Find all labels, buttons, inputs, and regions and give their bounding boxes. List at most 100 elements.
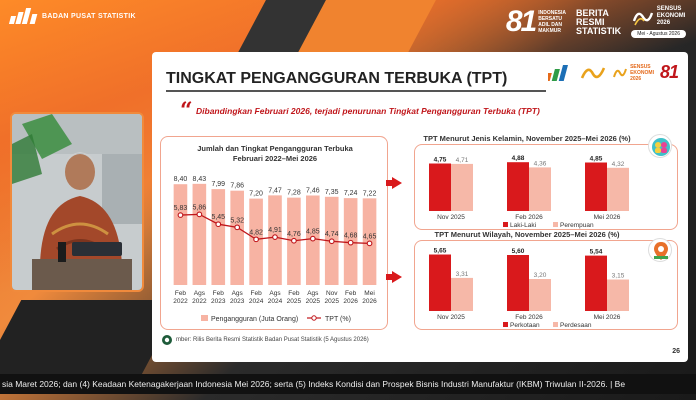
x-tick-label: Feb [213, 290, 225, 297]
slide-logos: SENSUS EKONOMI 2026 81 [548, 62, 679, 83]
logo-81-icon: 81 [659, 62, 679, 82]
x-tick-label: Nov 2025 [437, 314, 465, 321]
bar-value-label: 4,85 [590, 156, 603, 163]
x-tick-label: Mei 2026 [594, 214, 621, 221]
chart-title: TPT Menurut Jenis Kelamin, November 2025… [423, 134, 631, 143]
legend-swatch [553, 322, 558, 327]
arrow-shaft [386, 180, 394, 186]
swirl-logo-icon [580, 66, 606, 79]
bar-value-label: 7,22 [363, 190, 377, 197]
tpt-value-label: 4,74 [325, 231, 339, 238]
bps-mark-icon [8, 8, 38, 24]
bar [529, 167, 551, 211]
bar-value-label: 7,24 [344, 190, 358, 197]
tpt-point [272, 234, 278, 241]
bar-value-label: 8,43 [193, 176, 207, 183]
bar-value-label: 5,54 [590, 249, 603, 256]
tpt-value-label: 4,91 [268, 227, 282, 234]
region-chart-panel: TPT Menurut Wilayah, November 2025–Mei 2… [414, 230, 678, 330]
x-tick-label: 2026 [362, 298, 377, 305]
x-tick-label: Feb [345, 290, 357, 297]
tpt-point [177, 212, 184, 218]
tpt-value-label: 4,68 [344, 233, 358, 240]
legend-swatch [553, 222, 558, 227]
bps-logo-icon [548, 64, 569, 81]
tpt-value-label: 4,76 [287, 231, 301, 238]
bar [607, 279, 629, 311]
source-logo-icon [162, 335, 172, 345]
bar-value-label: 7,28 [287, 190, 301, 197]
presentation-slide: TINGKAT PENGANGGURAN TERBUKA (TPT) SENSU… [152, 52, 688, 362]
bar-value-label: 7,46 [306, 187, 320, 194]
bar [451, 277, 473, 311]
x-tick-label: 2024 [268, 298, 283, 305]
tpt-point [253, 236, 259, 243]
x-tick-label: 2026 [343, 298, 358, 305]
page-number: 26 [672, 348, 680, 355]
bar-value-label: 3,15 [612, 273, 625, 280]
x-tick-label: Ags [307, 290, 319, 297]
x-tick-label: Ags [194, 290, 206, 297]
arrow-right-icon [392, 177, 402, 189]
main-chart-subtitle: Februari 2022–Mei 2026 [233, 154, 317, 163]
tpt-point [215, 221, 222, 228]
main-chart: Jumlah dan Tingkat Pengangguran Terbuka … [173, 144, 377, 323]
bar-value-label: 5,65 [434, 248, 447, 255]
tpt-value-label: 5,86 [193, 204, 207, 211]
bar [585, 162, 607, 211]
bar-value-label: 7,20 [249, 191, 263, 198]
bar-value-label: 3,20 [534, 272, 547, 279]
bar [585, 255, 607, 311]
x-tick-label: 2023 [211, 298, 226, 305]
bar [211, 189, 226, 285]
news-ticker: sia Maret 2026; dan (4) Keadaan Ketenaga… [0, 374, 696, 394]
legend-label: Perkotaan [510, 322, 540, 329]
header-logos: 81 INDONESIA BERSATU ADIL DAN MAKMUR BER… [506, 6, 686, 38]
x-tick-label: Feb 2026 [515, 314, 543, 321]
arrow-right-icon [392, 271, 402, 283]
legend-label: Laki-Laki [510, 222, 536, 229]
sensus-swirl-icon [632, 12, 653, 25]
se-swirl-icon [613, 68, 628, 77]
x-tick-label: Mei [364, 290, 374, 297]
x-tick-label: 2022 [173, 298, 188, 305]
logo-81: 81 INDONESIA BERSATU ADIL DAN MAKMUR [505, 5, 567, 38]
x-tick-label: Ags [232, 290, 244, 297]
main-chart-panel: Jumlah dan Tingkat Pengangguran Terbuka … [160, 136, 388, 330]
tpt-point [234, 224, 241, 231]
title-underline [166, 90, 546, 92]
tpt-point [328, 238, 335, 245]
bps-logo: BADAN PUSAT STATISTIK [8, 8, 136, 24]
x-tick-label: Feb [250, 290, 262, 297]
bar-value-label: 4,32 [612, 161, 625, 168]
legend-label: TPT (%) [325, 316, 351, 323]
x-tick-label: Feb 2026 [515, 214, 543, 221]
gender-chart-panel: TPT Menurut Jenis Kelamin, November 2025… [414, 134, 678, 230]
x-tick-label: 2025 [324, 298, 339, 305]
speaker-video [10, 112, 144, 292]
x-tick-label: 2025 [306, 298, 321, 305]
legend-swatch-bar [201, 315, 208, 321]
legend-label: Pengangguran (Juta Orang) [211, 316, 298, 323]
slide-subtitle: Dibandingkan Februari 2026, terjadi penu… [196, 106, 540, 116]
bar [607, 167, 629, 211]
bar-value-label: 7,35 [325, 189, 339, 196]
legend-swatch [503, 222, 508, 227]
bar [429, 254, 451, 311]
x-tick-label: 2022 [192, 298, 207, 305]
region-chart: TPT Menurut Wilayah, November 2025–Mei 2… [429, 230, 629, 329]
quote-icon: “ [180, 98, 193, 124]
tpt-point [196, 211, 203, 218]
legend-swatch-point [311, 315, 317, 321]
bar-value-label: 7,99 [211, 181, 225, 188]
chart-title: TPT Menurut Wilayah, November 2025–Mei 2… [435, 230, 620, 239]
bar-value-label: 4,75 [434, 157, 447, 164]
x-tick-label: Ags [269, 290, 281, 297]
bar [230, 190, 244, 285]
bar [529, 279, 551, 311]
gender-icon [648, 134, 672, 158]
sensus-dates: Mei - Agustus 2026 [631, 30, 686, 38]
x-tick-label: 2025 [287, 298, 302, 305]
x-tick-label: Nov [326, 290, 338, 297]
bar [507, 255, 529, 311]
